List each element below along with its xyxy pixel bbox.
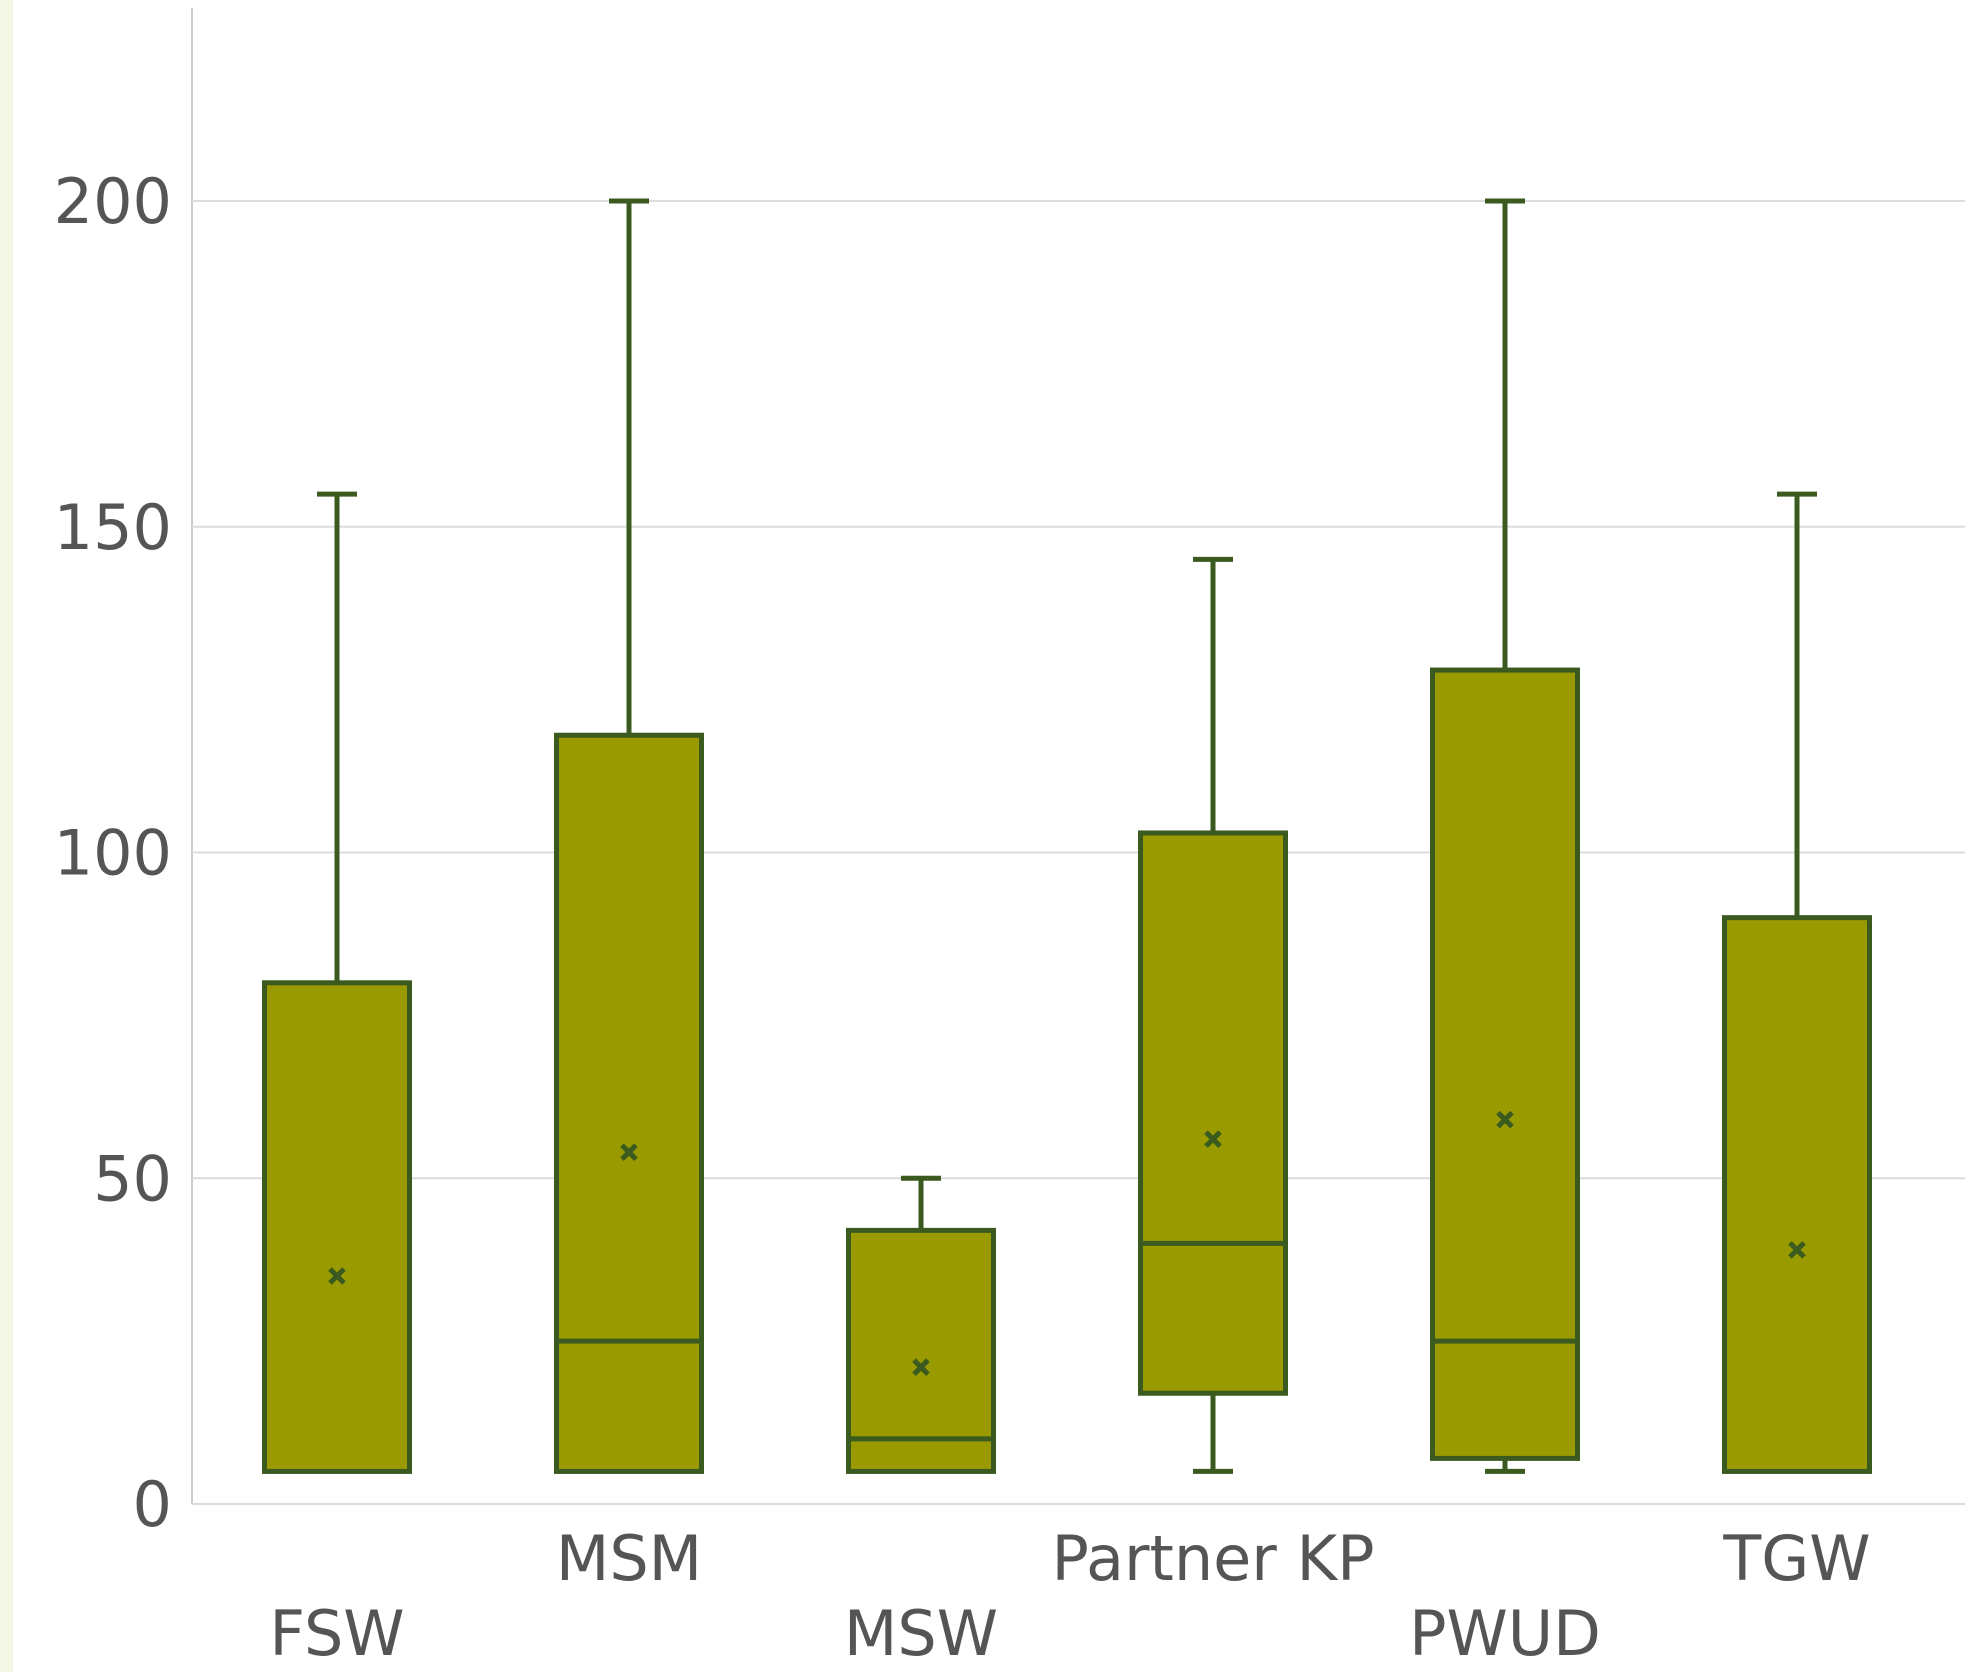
mean-marker-stroke: [1204, 1130, 1222, 1148]
box-partner-kp: [1138, 556, 1288, 1474]
box-body: [1430, 667, 1580, 1461]
mean-marker: [328, 1267, 346, 1285]
mean-marker-stroke: [620, 1143, 638, 1161]
mean-marker: [1204, 1130, 1222, 1148]
y-tick-label: 0: [133, 1468, 172, 1541]
box-tgw: [1722, 491, 1872, 1474]
box-pwud: [1430, 198, 1580, 1474]
mean-marker-stroke: [1788, 1241, 1806, 1259]
box-body: [846, 1227, 996, 1474]
y-tick-label: 150: [54, 491, 172, 564]
box-fsw: [262, 491, 412, 1474]
y-tick-label: 100: [54, 817, 172, 890]
y-axis-ticks: 0 50 100 150 200: [54, 165, 172, 1541]
box-msm: [554, 198, 704, 1474]
boxes: [262, 198, 1872, 1474]
left-edge-strip: [0, 0, 13, 1672]
x-category-label: FSW: [269, 1597, 404, 1670]
box-body: [262, 980, 412, 1474]
mean-marker: [912, 1358, 930, 1376]
x-category-label: MSW: [844, 1597, 998, 1670]
mean-marker: [1788, 1241, 1806, 1259]
x-category-label: MSM: [556, 1522, 702, 1595]
gridlines: [191, 8, 1965, 1505]
mean-marker-stroke: [912, 1358, 930, 1376]
x-axis-labels: FSW MSM MSW Partner KP PWUD TGW: [269, 1522, 1870, 1670]
box-body: [1722, 915, 1872, 1474]
box-body: [1138, 830, 1288, 1396]
mean-marker-stroke: [1496, 1110, 1514, 1129]
box-msw: [846, 1175, 996, 1474]
x-category-label: Partner KP: [1051, 1522, 1374, 1595]
x-category-label: PWUD: [1409, 1597, 1601, 1670]
y-tick-label: 50: [93, 1142, 172, 1215]
y-tick-label: 200: [54, 165, 172, 238]
mean-marker: [1496, 1110, 1514, 1129]
x-category-label: TGW: [1722, 1522, 1870, 1595]
mean-marker-stroke: [328, 1267, 346, 1285]
mean-marker: [620, 1143, 638, 1161]
box-body: [554, 732, 704, 1474]
